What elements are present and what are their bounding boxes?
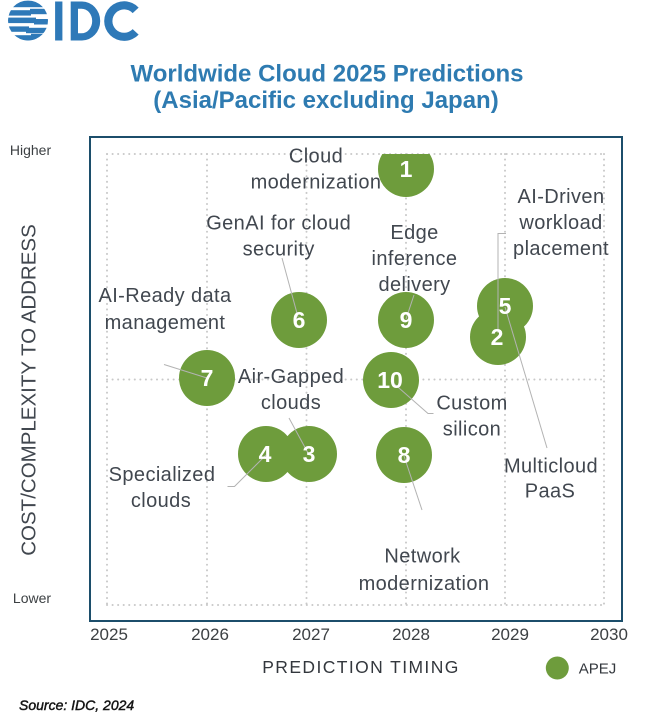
svg-text:modernization: modernization <box>359 573 490 595</box>
svg-text:3: 3 <box>303 441 316 467</box>
svg-text:2025: 2025 <box>90 625 128 644</box>
svg-text:2026: 2026 <box>191 625 229 644</box>
svg-text:Cloud: Cloud <box>289 146 343 168</box>
svg-text:placement: placement <box>513 238 609 260</box>
svg-text:Lower: Lower <box>13 590 51 606</box>
svg-text:Higher: Higher <box>10 142 52 158</box>
svg-text:silicon: silicon <box>443 419 501 441</box>
svg-text:Air-Gapped: Air-Gapped <box>238 366 344 388</box>
svg-text:Source: IDC, 2024: Source: IDC, 2024 <box>19 697 134 713</box>
svg-text:1: 1 <box>400 156 413 182</box>
svg-text:APEJ: APEJ <box>579 661 617 678</box>
svg-text:clouds: clouds <box>261 392 321 414</box>
svg-text:management: management <box>105 312 226 334</box>
svg-text:10: 10 <box>377 367 403 393</box>
svg-text:6: 6 <box>293 307 306 333</box>
svg-text:Specialized: Specialized <box>109 464 216 486</box>
svg-text:5: 5 <box>499 293 512 319</box>
svg-text:inference: inference <box>372 248 458 270</box>
svg-text:(Asia/Pacific excluding Japan): (Asia/Pacific excluding Japan) <box>153 87 498 114</box>
svg-text:8: 8 <box>398 442 411 468</box>
svg-text:workload: workload <box>518 212 602 234</box>
svg-text:AI-Driven: AI-Driven <box>518 186 605 208</box>
svg-text:Multicloud: Multicloud <box>504 456 598 478</box>
svg-text:Custom: Custom <box>436 393 507 415</box>
svg-text:Edge: Edge <box>390 222 438 244</box>
svg-text:Worldwide Cloud 2025 Predictio: Worldwide Cloud 2025 Predictions <box>131 61 524 88</box>
svg-text:clouds: clouds <box>131 490 191 512</box>
svg-text:PaaS: PaaS <box>525 481 576 503</box>
svg-text:GenAI for cloud: GenAI for cloud <box>206 213 351 235</box>
svg-text:7: 7 <box>201 365 214 391</box>
svg-text:2027: 2027 <box>292 625 330 644</box>
svg-text:modernization: modernization <box>251 172 382 194</box>
svg-text:2030: 2030 <box>590 625 628 644</box>
svg-text:delivery: delivery <box>378 274 450 296</box>
svg-text:2028: 2028 <box>392 625 430 644</box>
svg-text:COST/COMPLEXITY TO ADDRESS: COST/COMPLEXITY TO ADDRESS <box>18 224 41 556</box>
svg-text:AI-Ready data: AI-Ready data <box>98 285 232 307</box>
svg-text:Network: Network <box>384 546 461 568</box>
svg-text:4: 4 <box>259 441 272 467</box>
svg-text:security: security <box>243 239 315 261</box>
svg-text:9: 9 <box>400 307 413 333</box>
svg-text:2029: 2029 <box>491 625 529 644</box>
svg-text:PREDICTION TIMING: PREDICTION TIMING <box>262 657 460 677</box>
svg-text:2: 2 <box>491 324 504 350</box>
